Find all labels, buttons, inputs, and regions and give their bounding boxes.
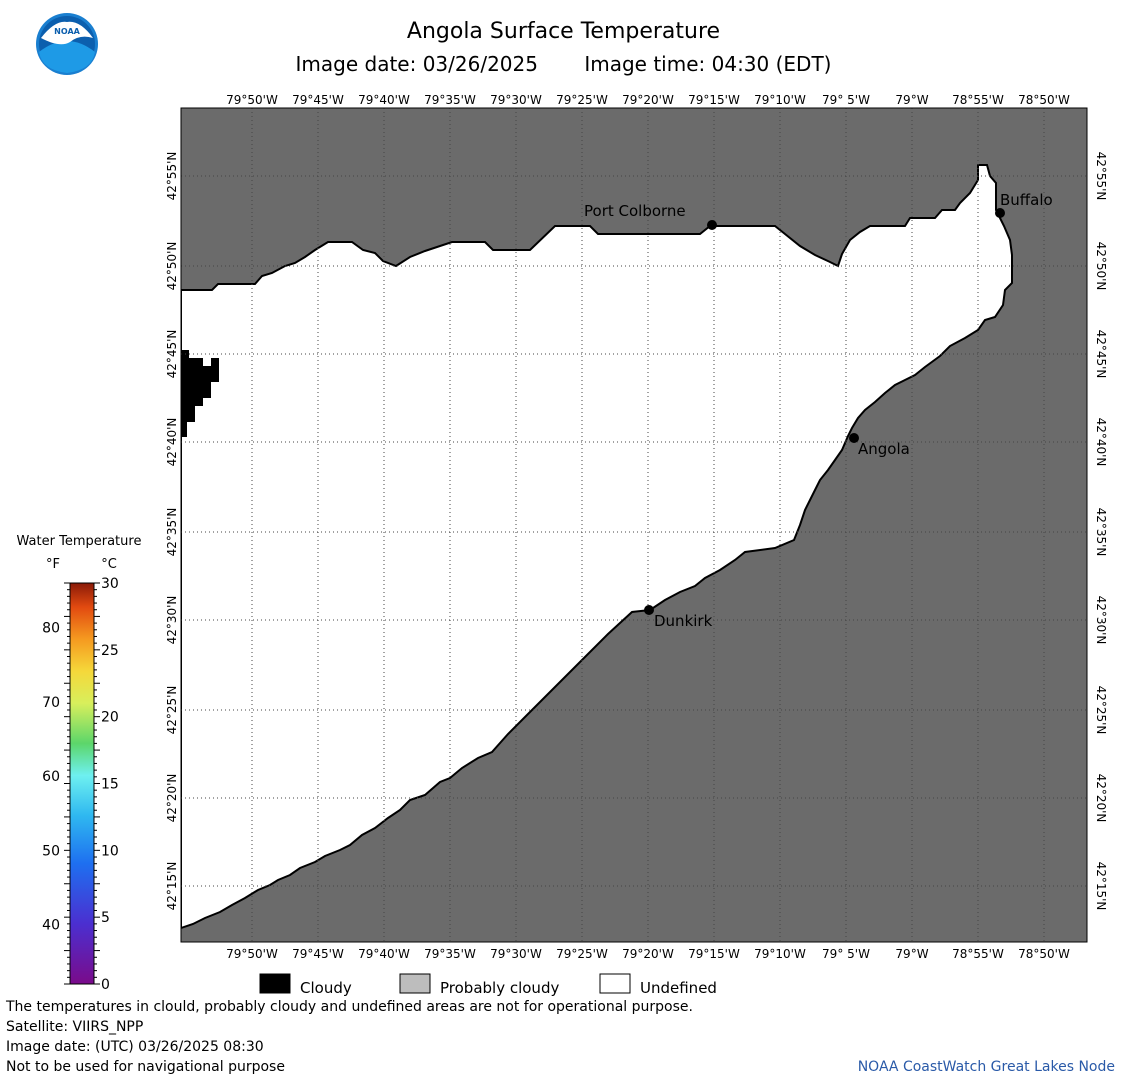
lon-label-bottom: 79°50'W bbox=[226, 947, 278, 961]
city-label: Dunkirk bbox=[654, 612, 713, 630]
lon-label-bottom: 79°25'W bbox=[556, 947, 608, 961]
colorbar-f-tick: 70 bbox=[42, 695, 60, 711]
lon-label-top: 79°20'W bbox=[622, 93, 674, 107]
lat-label-left: 42°25'N bbox=[165, 686, 179, 735]
disclaimer-text: The temperatures in clould, probably clo… bbox=[6, 999, 693, 1015]
image-date: Image date: 03/26/2025 bbox=[295, 52, 538, 76]
lat-label-right: 42°35'N bbox=[1094, 508, 1108, 557]
lat-label-right: 42°50'N bbox=[1094, 242, 1108, 291]
city-label: Angola bbox=[858, 440, 910, 458]
credit-link[interactable]: NOAA CoastWatch Great Lakes Node bbox=[857, 1059, 1115, 1075]
lat-label-left: 42°15'N bbox=[165, 862, 179, 911]
lat-label-left: 42°30'N bbox=[165, 596, 179, 645]
lat-label-right: 42°55'N bbox=[1094, 152, 1108, 201]
lat-label-left: 42°35'N bbox=[165, 508, 179, 557]
colorbar-c-tick: 15 bbox=[101, 777, 119, 793]
lat-label-right: 42°30'N bbox=[1094, 596, 1108, 645]
lon-label-bottom: 79° 5'W bbox=[822, 947, 870, 961]
colorbar-c-tick: 5 bbox=[101, 910, 110, 926]
lon-label-top: 79°25'W bbox=[556, 93, 608, 107]
page-title: Angola Surface Temperature bbox=[406, 19, 721, 44]
lat-label-left: 42°20'N bbox=[165, 774, 179, 823]
colorbar-title: Water Temperature bbox=[17, 534, 142, 549]
lon-label-bottom: 79°15'W bbox=[688, 947, 740, 961]
nav-warning-text: Not to be used for navigational purpose bbox=[6, 1059, 285, 1075]
lon-label-top: 79°W bbox=[895, 93, 928, 107]
lon-label-top: 78°55'W bbox=[952, 93, 1004, 107]
lon-label-top: 79°30'W bbox=[490, 93, 542, 107]
city-marker bbox=[644, 605, 654, 615]
lon-label-bottom: 79°40'W bbox=[358, 947, 410, 961]
city-marker bbox=[707, 220, 717, 230]
colorbar-c-tick: 20 bbox=[101, 710, 119, 726]
lat-label-right: 42°20'N bbox=[1094, 774, 1108, 823]
lon-label-bottom: 79°30'W bbox=[490, 947, 542, 961]
lat-label-left: 42°45'N bbox=[165, 330, 179, 379]
lon-label-bottom: 79°W bbox=[895, 947, 928, 961]
lon-label-top: 79°15'W bbox=[688, 93, 740, 107]
satellite-text: Satellite: VIIRS_NPP bbox=[6, 1019, 144, 1035]
colorbar-unit-c: °C bbox=[101, 557, 117, 572]
lon-label-bottom: 78°55'W bbox=[952, 947, 1004, 961]
lon-label-top: 79°50'W bbox=[226, 93, 278, 107]
colorbar-f-tick: 40 bbox=[42, 918, 60, 934]
city-label: Buffalo bbox=[1000, 191, 1053, 209]
colorbar-f-tick: 60 bbox=[42, 769, 60, 785]
colorbar-c-tick: 25 bbox=[101, 643, 119, 659]
image-time: Image time: 04:30 (EDT) bbox=[584, 52, 832, 76]
lat-label-right: 42°15'N bbox=[1094, 862, 1108, 911]
colorbar-gradient bbox=[69, 582, 95, 985]
lat-label-right: 42°25'N bbox=[1094, 686, 1108, 735]
lon-label-bottom: 79°20'W bbox=[622, 947, 674, 961]
lon-label-top: 79°45'W bbox=[292, 93, 344, 107]
colorbar-f-tick: 80 bbox=[42, 621, 60, 637]
lat-label-right: 42°40'N bbox=[1094, 418, 1108, 467]
lon-label-bottom: 79°45'W bbox=[292, 947, 344, 961]
lat-label-left: 42°50'N bbox=[165, 242, 179, 291]
colorbar-unit-f: °F bbox=[46, 557, 60, 572]
lat-label-left: 42°55'N bbox=[165, 152, 179, 201]
lon-label-top: 79°40'W bbox=[358, 93, 410, 107]
lon-label-bottom: 78°50'W bbox=[1018, 947, 1070, 961]
colorbar-c-tick: 30 bbox=[101, 576, 119, 592]
city-marker bbox=[995, 208, 1005, 218]
city-marker bbox=[849, 433, 859, 443]
lon-label-top: 79° 5'W bbox=[822, 93, 870, 107]
colorbar-f-tick: 50 bbox=[42, 843, 60, 859]
lon-label-bottom: 79°10'W bbox=[754, 947, 806, 961]
lon-label-top: 79°10'W bbox=[754, 93, 806, 107]
lon-label-top: 79°35'W bbox=[424, 93, 476, 107]
image-date-time: Image date: 03/26/2025 Image time: 04:30… bbox=[0, 52, 1127, 76]
colorbar-c-tick: 0 bbox=[101, 977, 110, 993]
lon-label-top: 78°50'W bbox=[1018, 93, 1070, 107]
cloudy-area bbox=[181, 350, 219, 437]
city-label: Port Colborne bbox=[584, 202, 686, 220]
lon-label-bottom: 79°35'W bbox=[424, 947, 476, 961]
colorbar-c-tick: 10 bbox=[101, 843, 119, 859]
lat-label-left: 42°40'N bbox=[165, 418, 179, 467]
utc-date-text: Image date: (UTC) 03/26/2025 08:30 bbox=[6, 1039, 264, 1055]
lat-label-right: 42°45'N bbox=[1094, 330, 1108, 379]
